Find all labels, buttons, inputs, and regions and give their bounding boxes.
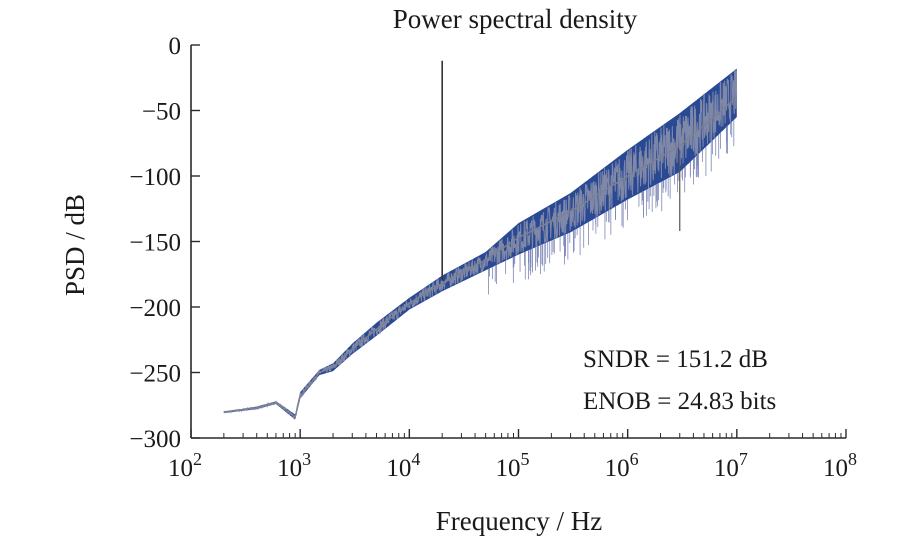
- x-tick-label: 106: [605, 449, 639, 482]
- x-tick-label: 105: [496, 449, 530, 482]
- y-tick-label: −50: [142, 99, 181, 126]
- y-tick-label: −250: [129, 361, 181, 388]
- sndr-annotation: SNDR = 151.2 dB: [583, 346, 768, 373]
- y-tick-label: −100: [129, 164, 181, 191]
- psd-mean-line: [223, 96, 738, 419]
- x-tick-label: 107: [714, 449, 748, 482]
- plot-area: [223, 60, 738, 420]
- chart-title: Power spectral density: [393, 4, 638, 34]
- x-tick-label: 102: [168, 449, 202, 482]
- y-tick-label: 0: [169, 33, 182, 60]
- x-tick-label: 103: [277, 449, 311, 482]
- y-tick-label: −200: [129, 295, 181, 322]
- x-tick-label: 108: [823, 449, 857, 482]
- y-tick-label: −300: [129, 426, 181, 453]
- x-axis-label: Frequency / Hz: [436, 506, 602, 536]
- enob-annotation: ENOB = 24.83 bits: [583, 388, 776, 415]
- x-tick-label: 104: [386, 449, 420, 482]
- y-tick-label: −150: [129, 230, 181, 257]
- axes: [190, 44, 847, 439]
- y-axis-label: PSD / dB: [60, 194, 90, 296]
